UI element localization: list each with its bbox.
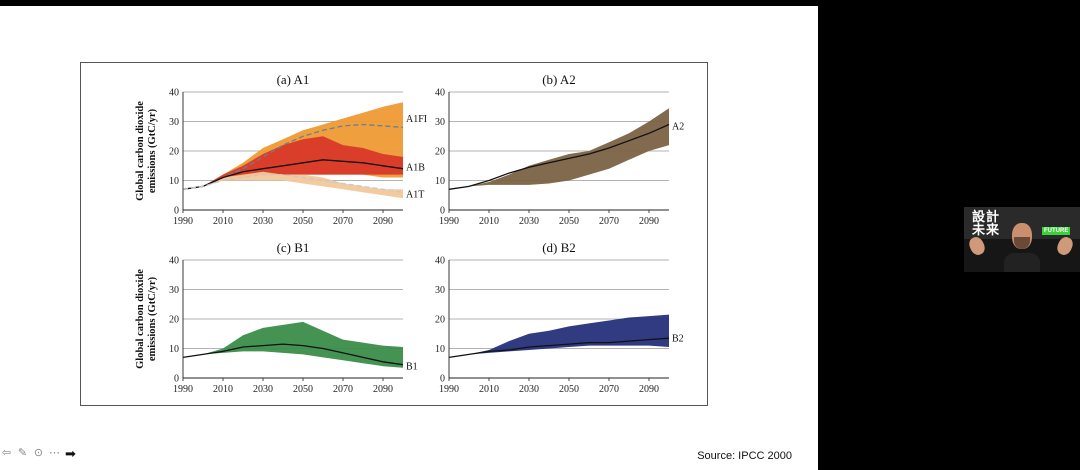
panel-2-ytick: 30 <box>435 117 445 128</box>
panel-2-xtick: 2090 <box>639 216 659 227</box>
panel-3-ytick: 20 <box>169 315 179 326</box>
panel-1-xtick: 2010 <box>213 216 233 227</box>
previous-icon[interactable]: ⇦ <box>1 447 12 459</box>
panel-1-ytick: 0 <box>174 206 179 217</box>
webcam-tag: FUTURE <box>1042 227 1071 235</box>
panel-2-label-a2: A2 <box>672 121 684 132</box>
panel-4-ytick: 10 <box>435 344 445 355</box>
panel-3-label-b1: B1 <box>406 362 418 373</box>
panel-4-ytick: 30 <box>435 285 445 296</box>
panel-1-line-a1fi <box>182 123 404 190</box>
panel-1-line-a1b <box>182 159 404 190</box>
panel-1-ylabel-line1: Global carbon dioxide <box>135 101 146 201</box>
panel-1-ytick: 30 <box>169 117 179 128</box>
panel-1-band <box>183 171 403 199</box>
panel-1-ylabel: Global carbon dioxideemissions (GtC/yr) <box>135 101 158 201</box>
panel-4-line-b2 <box>448 337 670 359</box>
panel-1-ylabel-line2: emissions (GtC/yr) <box>147 108 158 193</box>
panel-2-ytick: 20 <box>435 147 445 158</box>
panel-3-line-b1 <box>182 343 404 366</box>
panel-3-xtick: 1990 <box>173 384 193 395</box>
source-caption: Source: IPCC 2000 <box>697 450 792 462</box>
panel-4-xtick: 2070 <box>599 384 619 395</box>
speaker <box>1004 223 1040 272</box>
panel-3-xtick: 2070 <box>333 384 353 395</box>
panel-4-xtick: 2090 <box>639 384 659 395</box>
webcam-logo: 設計 未来 <box>972 210 1001 238</box>
panel-2-xtick: 2070 <box>599 216 619 227</box>
panel-3-ytick: 40 <box>169 256 179 267</box>
panel-2-xtick: 2030 <box>519 216 539 227</box>
panel-3-ytick: 0 <box>174 374 179 385</box>
panel-1-xtick: 2090 <box>373 216 393 227</box>
panel-2-xtick: 1990 <box>439 216 459 227</box>
panel-1-ytick: 20 <box>169 147 179 158</box>
panel-4-ytick: 20 <box>435 315 445 326</box>
panel-1-ytick: 10 <box>169 176 179 187</box>
pen-icon[interactable]: ✎ <box>17 447 28 459</box>
panel-1-xtick: 2030 <box>253 216 273 227</box>
panel-3-ytick: 30 <box>169 285 179 296</box>
panel-2-ytick: 10 <box>435 176 445 187</box>
panel-1-band <box>183 136 403 190</box>
panel-4-band <box>449 314 669 358</box>
panel-1-title: (a) A1 <box>277 72 310 87</box>
panel-3-xtick: 2050 <box>293 384 313 395</box>
panel-2-ytick: 0 <box>440 206 445 217</box>
panel-2-line-a2 <box>448 123 670 190</box>
slide-controls: ⇦ ✎ ⊙ ⋯ ➡ <box>0 447 77 460</box>
panel-4-xtick: 2050 <box>559 384 579 395</box>
zoom-icon[interactable]: ⊙ <box>33 447 44 459</box>
panel-3-xtick: 2010 <box>213 384 233 395</box>
presentation-slide: (a) A1 0 10 20 30 40 1990 2010 2030 2050 2070 2090 A… <box>0 6 818 470</box>
next-icon[interactable]: ➡ <box>65 446 76 461</box>
panel-2-xtick: 2050 <box>559 216 579 227</box>
panel-4-ytick: 0 <box>440 374 445 385</box>
panel-3-ylabel-line1: Global carbon dioxide <box>135 269 146 369</box>
panel-4-xtick: 1990 <box>439 384 459 395</box>
more-icon[interactable]: ⋯ <box>49 447 60 459</box>
panel-1-xtick: 2050 <box>293 216 313 227</box>
panel-2-ytick: 40 <box>435 88 445 99</box>
panel-2-title: (b) A2 <box>542 72 576 87</box>
speaker-webcam: 設計 未来 FUTURE <box>964 207 1080 272</box>
panel-1-ytick: 40 <box>169 88 179 99</box>
panel-4-xtick: 2030 <box>519 384 539 395</box>
panel-1-xtick: 2070 <box>333 216 353 227</box>
panel-4-title: (d) B2 <box>542 240 576 255</box>
panel-1-label-a1t: A1T <box>406 189 424 200</box>
panel-3-title: (c) B1 <box>277 240 310 255</box>
panel-3-ylabel: Global carbon dioxideemissions (GtC/yr) <box>135 269 158 369</box>
panel-3-xtick: 2090 <box>373 384 393 395</box>
panel-4-xtick: 2010 <box>479 384 499 395</box>
panel-4-ytick: 40 <box>435 256 445 267</box>
panel-1-label-a1b: A1B <box>406 163 425 174</box>
panel-3-ylabel-line2: emissions (GtC/yr) <box>147 276 158 361</box>
panel-1-line-a1t <box>182 173 404 193</box>
ipcc-emissions-figure: (a) A1 0 10 20 30 40 1990 2010 2030 2050 2070 2090 A… <box>80 62 708 406</box>
panel-1-label-a1fi: A1FI <box>406 114 427 125</box>
panel-3-ytick: 10 <box>169 344 179 355</box>
panel-3-xtick: 2030 <box>253 384 273 395</box>
panel-1-xtick: 1990 <box>173 216 193 227</box>
panel-4-label-b2: B2 <box>672 334 684 345</box>
panel-2-xtick: 2010 <box>479 216 499 227</box>
panel-2-band <box>449 108 669 190</box>
